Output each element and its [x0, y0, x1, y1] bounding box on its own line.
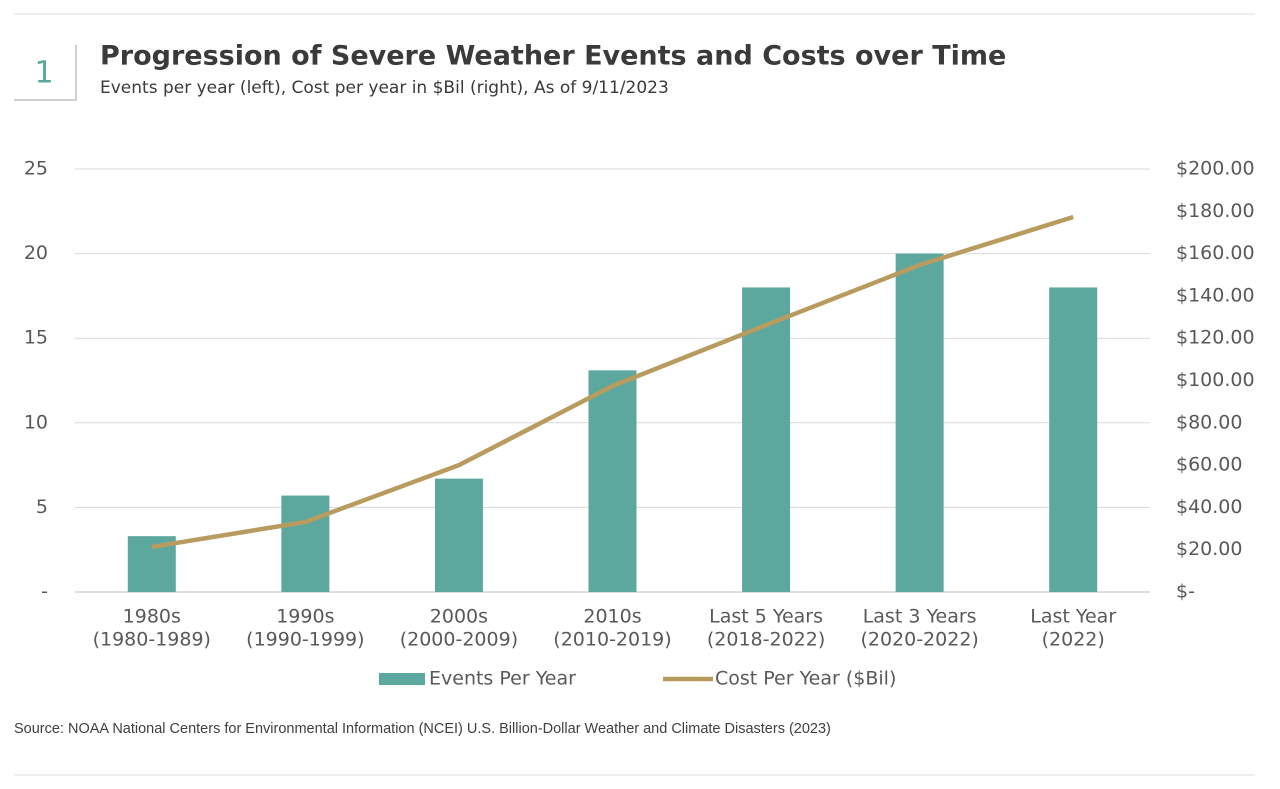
chart-title: Progression of Severe Weather Events and… — [100, 41, 1006, 72]
y-tick-label: 15 — [24, 327, 48, 349]
y2-tick-label: $160.00 — [1176, 242, 1255, 264]
x-tick-label: (2000-2009) — [400, 629, 518, 651]
bar — [895, 253, 944, 592]
y2-tick-label: $20.00 — [1176, 538, 1242, 560]
y-tick-label: 10 — [24, 411, 48, 433]
source-note: Source: NOAA National Centers for Enviro… — [14, 721, 831, 737]
bar — [742, 287, 791, 592]
y-tick-label: 20 — [24, 242, 48, 264]
y2-tick-label: $60.00 — [1176, 454, 1242, 476]
y2-tick-label: $40.00 — [1176, 496, 1242, 518]
x-tick-label: (2018-2022) — [707, 629, 825, 651]
y-tick-label: 25 — [24, 158, 48, 180]
x-tick-label: (1980-1989) — [93, 629, 211, 651]
x-tick-label: (2022) — [1042, 629, 1105, 651]
x-tick-label: (2010-2019) — [553, 629, 671, 651]
y2-tick-label: $120.00 — [1176, 327, 1255, 349]
x-tick-label: (2020-2022) — [860, 629, 978, 651]
x-tick-label: 1980s — [123, 606, 181, 628]
bar — [434, 478, 483, 592]
x-tick-label: 1990s — [276, 606, 334, 628]
y2-tick-label: $180.00 — [1176, 200, 1255, 222]
bar — [588, 370, 637, 592]
y2-tick-label: $- — [1176, 581, 1195, 603]
x-tick-label: Last 5 Years — [709, 606, 823, 628]
legend-label: Cost Per Year ($Bil) — [715, 668, 896, 690]
x-tick-label: 2000s — [430, 606, 488, 628]
y2-tick-label: $80.00 — [1176, 411, 1242, 433]
y-tick-label: 5 — [36, 496, 48, 518]
legend-label: Events Per Year — [429, 668, 576, 690]
line — [151, 214, 1074, 550]
bar — [1049, 287, 1098, 592]
x-tick-label: Last 3 Years — [863, 606, 977, 628]
x-tick-label: (1990-1999) — [246, 629, 364, 651]
x-tick-label: 2010s — [583, 606, 641, 628]
bar — [281, 495, 330, 592]
legend-swatch — [379, 673, 425, 685]
x-tick-label: Last Year — [1030, 606, 1116, 628]
chart-subtitle: Events per year (left), Cost per year in… — [100, 78, 669, 98]
y2-tick-label: $140.00 — [1176, 284, 1255, 306]
y-tick-label: - — [41, 581, 48, 603]
y2-tick-label: $100.00 — [1176, 369, 1255, 391]
y2-tick-label: $200.00 — [1176, 158, 1255, 180]
badge: 1 — [34, 56, 53, 91]
